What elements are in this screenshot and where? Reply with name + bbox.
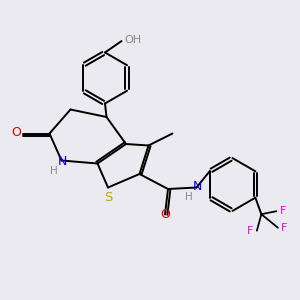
Text: F: F — [281, 223, 288, 233]
Text: OH: OH — [124, 34, 142, 45]
Text: N: N — [192, 180, 202, 194]
Text: F: F — [247, 226, 254, 236]
Text: H: H — [185, 191, 193, 202]
Text: S: S — [104, 190, 112, 204]
Text: H: H — [50, 166, 58, 176]
Text: O: O — [161, 208, 170, 221]
Text: O: O — [11, 126, 21, 140]
Text: N: N — [57, 154, 67, 168]
Text: F: F — [280, 206, 286, 216]
